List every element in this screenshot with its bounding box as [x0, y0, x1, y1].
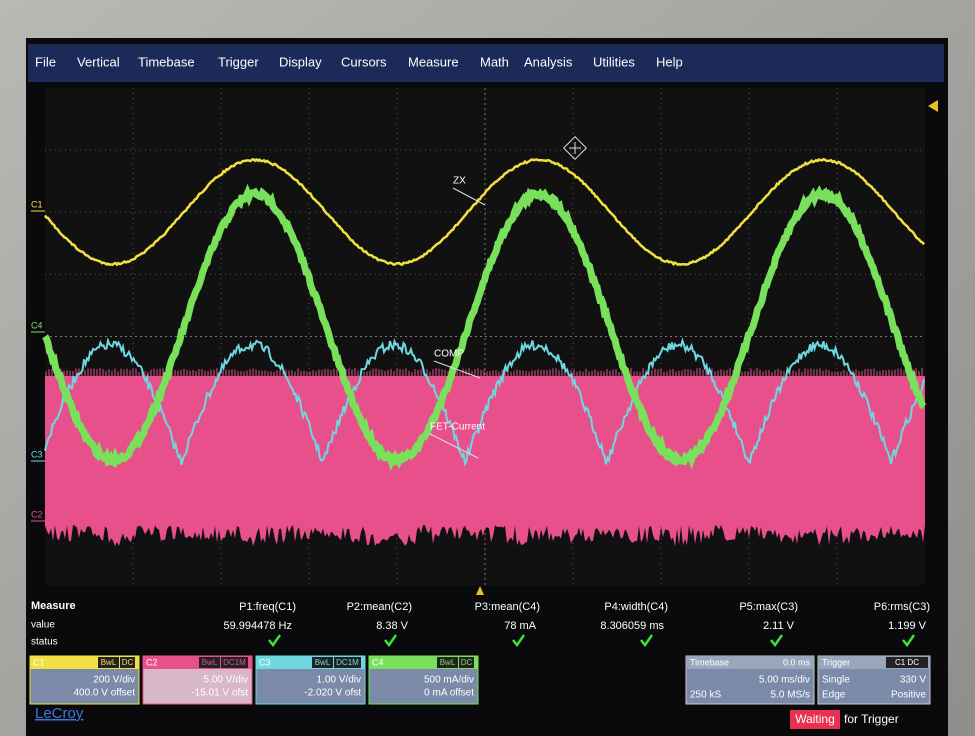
menu-item[interactable]: Display	[279, 54, 322, 69]
annotation: COMP	[434, 349, 464, 360]
menu-item[interactable]: Math	[480, 54, 509, 69]
trigger-type: Edge	[822, 690, 846, 701]
channel-name: C4	[372, 657, 384, 667]
channel-tag: DC	[461, 658, 473, 667]
timebase-title: Timebase	[690, 657, 729, 667]
measure-name: P2:mean(C2)	[347, 601, 412, 613]
brand-logo: LeCroy	[35, 705, 84, 722]
measure-name: P3:mean(C4)	[475, 601, 540, 613]
menu-item[interactable]: Timebase	[138, 54, 195, 69]
channel-box[interactable]: C4 DC BwL 500 mA/div 0 mA offset	[369, 656, 478, 704]
trace-label: C4	[31, 320, 43, 330]
measure-title: Measure	[31, 600, 76, 612]
measure-name: P5:max(C3)	[739, 601, 798, 613]
trace-label: C3	[31, 449, 43, 459]
trigger-slope: Positive	[891, 690, 926, 701]
channel-name: C2	[146, 657, 158, 667]
channel-setting: 5.00 V/div	[204, 675, 248, 686]
trigger-box[interactable]: Trigger C1 DC Single 330 V Edge Positive	[818, 656, 930, 704]
channel-setting: 400.0 V offset	[73, 688, 135, 699]
trigger-title: Trigger	[822, 657, 850, 667]
channel-tag: BwL	[101, 658, 117, 667]
channel-setting: 200 V/div	[93, 675, 135, 686]
measure-value: 8.38 V	[376, 620, 408, 632]
menu-item[interactable]: Help	[656, 54, 683, 69]
menu-item[interactable]: Trigger	[218, 54, 259, 69]
status-text: for Trigger	[844, 712, 899, 726]
menu-item[interactable]: Cursors	[341, 54, 387, 69]
trace-label: C2	[31, 509, 43, 519]
menu-item[interactable]: File	[35, 54, 56, 69]
annotation: ZX	[453, 176, 466, 187]
trigger-source: C1 DC	[895, 658, 919, 667]
menu-item[interactable]: Measure	[408, 54, 459, 69]
menu-item[interactable]: Analysis	[524, 54, 573, 69]
status-highlight: Waiting	[795, 712, 835, 726]
measure-row-label: status	[31, 637, 58, 648]
measure-value: 2.11 V	[763, 620, 795, 632]
channel-box[interactable]: C3 DC1M BwL 1.00 V/div -2.020 V ofst	[256, 656, 365, 704]
channel-box[interactable]: C1 DC BwL 200 V/div 400.0 V offset	[30, 656, 139, 704]
channel-tag: DC	[122, 658, 134, 667]
channel-tag: DC1M	[223, 658, 246, 667]
channel-tag: BwL	[315, 658, 331, 667]
timebase-rate: 5.0 MS/s	[771, 690, 810, 701]
measure-value: 1.199 V	[888, 620, 927, 632]
channel-setting: 1.00 V/div	[317, 675, 361, 686]
channel-setting: -15.01 V ofst	[191, 688, 248, 699]
channel-tag: BwL	[440, 658, 456, 667]
measure-name: P1:freq(C1)	[239, 601, 296, 613]
channel-setting: 500 mA/div	[424, 675, 474, 686]
timebase-delay: 0.0 ms	[783, 657, 811, 667]
measure-name: P4:width(C4)	[604, 601, 668, 613]
menu-item[interactable]: Utilities	[593, 54, 635, 69]
c2-trace	[45, 376, 925, 546]
channel-tag: BwL	[202, 658, 218, 667]
measure-row-label: value	[31, 620, 55, 631]
oscilloscope-photo: File Vertical Timebase Trigger Display Cursor…	[0, 0, 975, 736]
menu-item[interactable]: Vertical	[77, 54, 120, 69]
channel-setting: -2.020 V ofst	[304, 688, 361, 699]
channel-name: C3	[259, 657, 271, 667]
timebase-scale: 5.00 ms/div	[759, 675, 810, 686]
trigger-level: 330 V	[900, 675, 926, 686]
measure-value: 59.994478 Hz	[224, 620, 293, 632]
channel-box[interactable]: C2 DC1M BwL 5.00 V/div -15.01 V ofst	[143, 656, 252, 704]
timebase-samples: 250 kS	[690, 690, 721, 701]
measure-value: 78 mA	[504, 620, 536, 632]
timebase-box[interactable]: Timebase 0.0 ms 5.00 ms/div 250 kS 5.0 MS/s	[686, 656, 814, 704]
annotation: FET-Current	[430, 422, 485, 433]
channel-name: C1	[33, 657, 45, 667]
measure-name: P6:rms(C3)	[874, 601, 930, 613]
trigger-mode: Single	[822, 675, 850, 686]
measure-value: 8.306059 ms	[600, 620, 664, 632]
channel-setting: 0 mA offset	[424, 688, 474, 699]
trace-label: C1	[31, 199, 43, 209]
channel-tag: DC1M	[336, 658, 359, 667]
